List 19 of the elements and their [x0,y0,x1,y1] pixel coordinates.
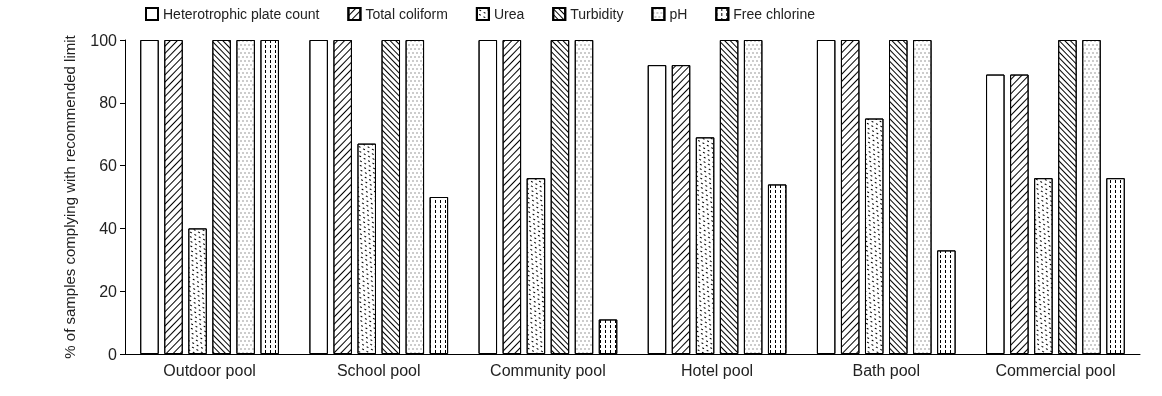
x-tick-label: Outdoor pool [163,361,256,379]
legend-label: Turbidity [570,6,624,22]
x-tick-label: Commercial pool [995,361,1116,379]
legend-label: Urea [493,6,525,22]
legend-label: pH [669,6,688,22]
y-tick-label: 40 [99,219,118,237]
x-tick-label: School pool [336,361,421,379]
y-tick-label: 60 [99,157,118,175]
x-tick-label: Bath pool [852,361,921,379]
y-tick-label: 0 [108,345,118,363]
x-tick-label: Community pool [490,361,606,379]
x-tick-label: Hotel pool [681,361,754,379]
y-axis-title: % of samples complying with recommended limit [61,34,78,359]
series-label: Heterotrophic plate count [163,6,320,22]
legend-label: Free chlorine [733,6,816,22]
y-tick-label: 80 [99,94,118,112]
y-tick-label: 100 [90,31,118,49]
legend-label: Total coliform [365,6,448,22]
y-tick-label: 20 [99,282,118,300]
